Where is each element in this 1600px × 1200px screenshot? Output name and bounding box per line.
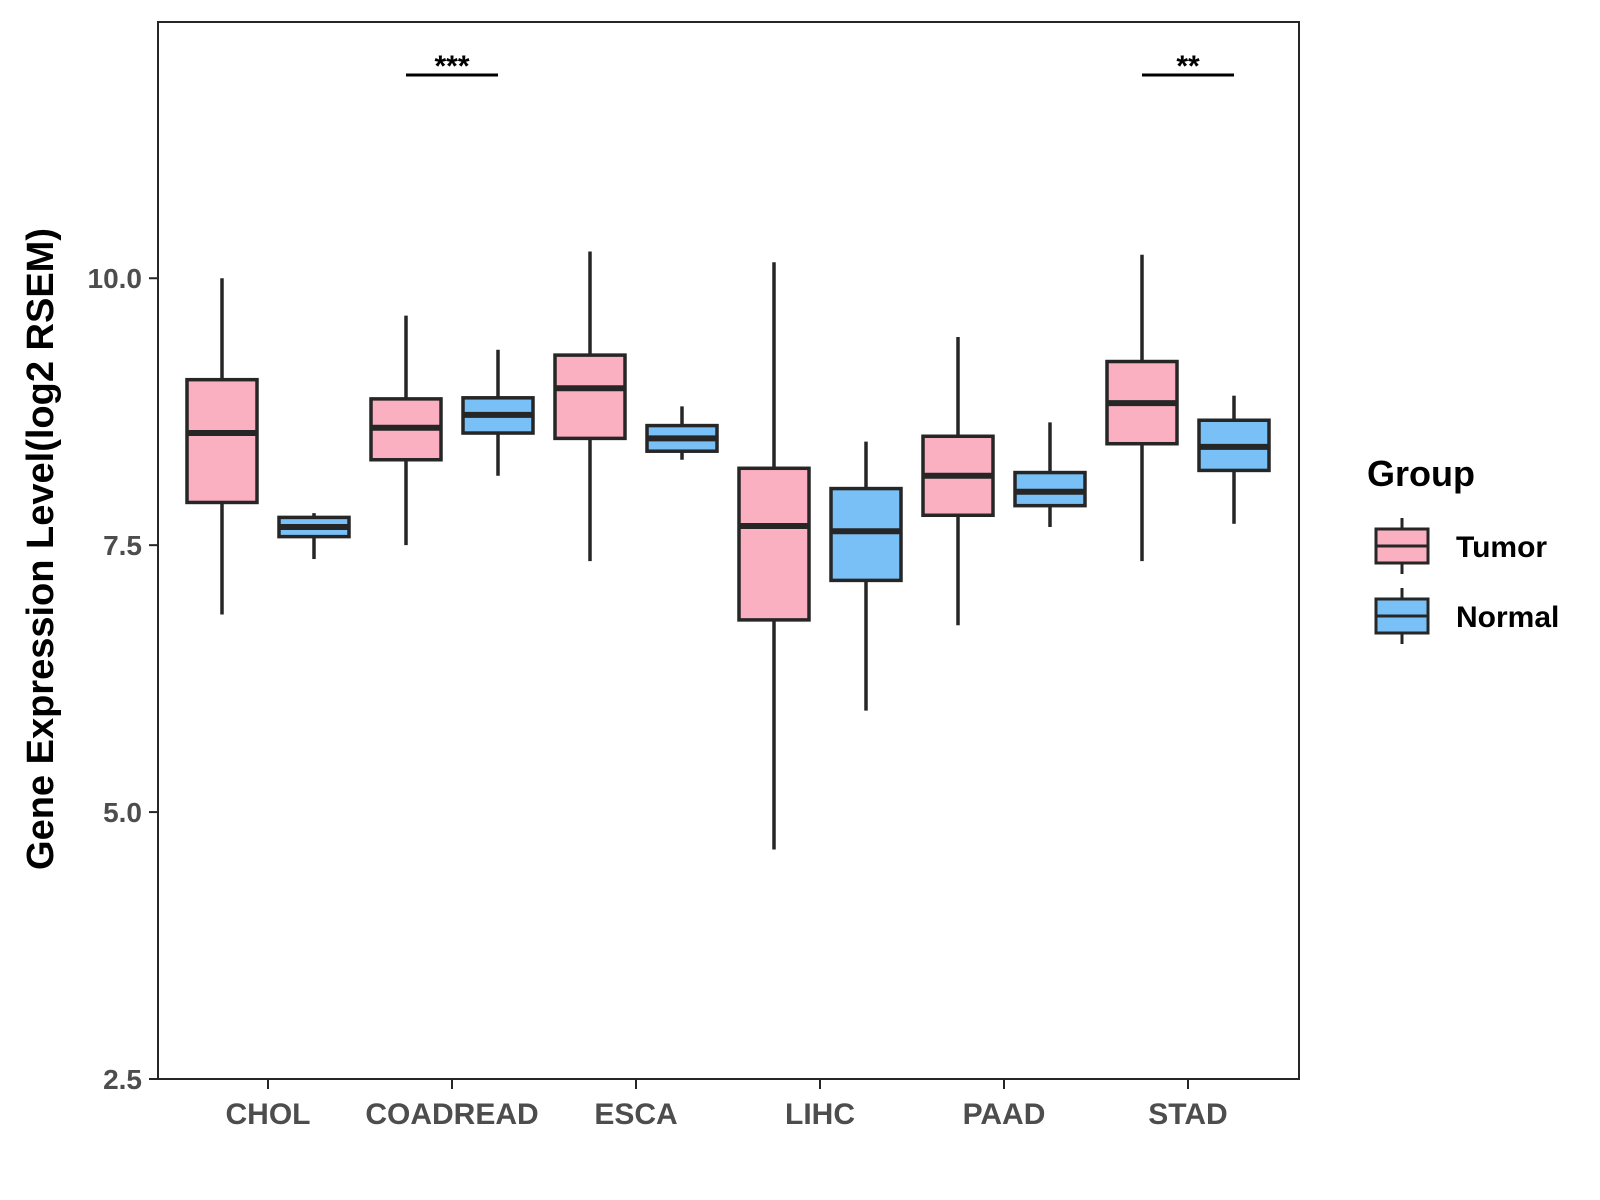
box-normal-coadread xyxy=(461,349,535,476)
box-body xyxy=(553,353,627,441)
y-axis-title-group: Gene Expression Level(log2 RSEM) xyxy=(20,228,62,870)
legend-label: Tumor xyxy=(1456,531,1547,564)
significance-label: ** xyxy=(1176,50,1200,83)
y-tick-label: 10.0 xyxy=(88,263,143,294)
y-tick-label: 5.0 xyxy=(103,797,142,828)
plot-panel xyxy=(157,21,1300,1080)
x-tick-label: ESCA xyxy=(594,1098,677,1131)
x-tick-label: STAD xyxy=(1148,1098,1227,1131)
y-axis-ticks: 2.5 5.0 7.5 10.0 xyxy=(88,263,158,1095)
box-tumor-lihc xyxy=(737,262,811,850)
box-body xyxy=(829,486,903,583)
box-tumor-paad xyxy=(921,336,995,626)
box-normal-paad xyxy=(1013,422,1087,528)
x-tick-label: LIHC xyxy=(785,1098,855,1131)
legend-item-normal: Normal xyxy=(1374,588,1559,644)
legend-item-tumor: Tumor xyxy=(1374,518,1547,574)
box-normal-esca xyxy=(645,406,719,460)
box-tumor-esca xyxy=(553,251,627,562)
significance-label: *** xyxy=(434,50,469,83)
y-tick-label: 7.5 xyxy=(103,530,142,561)
y-axis-title: Gene Expression Level(log2 RSEM) xyxy=(20,228,62,870)
legend-title: Group xyxy=(1367,453,1475,494)
legend-label: Normal xyxy=(1456,601,1559,634)
x-tick-label: PAAD xyxy=(963,1098,1046,1131)
x-tick-label: CHOL xyxy=(226,1098,311,1131)
boxes-layer xyxy=(185,251,1271,850)
box-normal-stad xyxy=(1197,395,1271,524)
legend-items: Tumor Normal xyxy=(1374,518,1559,644)
box-normal-lihc xyxy=(829,441,903,711)
y-tick-label: 2.5 xyxy=(103,1064,142,1095)
box-body xyxy=(737,466,811,622)
significance-layer: *** ** xyxy=(406,50,1234,83)
x-axis-ticks: CHOL COADREAD ESCA LIHC PAAD STAD xyxy=(226,1079,1228,1131)
box-tumor-chol xyxy=(185,278,259,615)
box-normal-chol xyxy=(277,513,351,560)
x-tick-label: COADREAD xyxy=(365,1098,538,1131)
box-tumor-coadread xyxy=(369,315,443,546)
box-tumor-stad xyxy=(1105,254,1179,562)
legend: Group Tumor Normal xyxy=(1367,453,1559,644)
box-body xyxy=(185,377,259,505)
